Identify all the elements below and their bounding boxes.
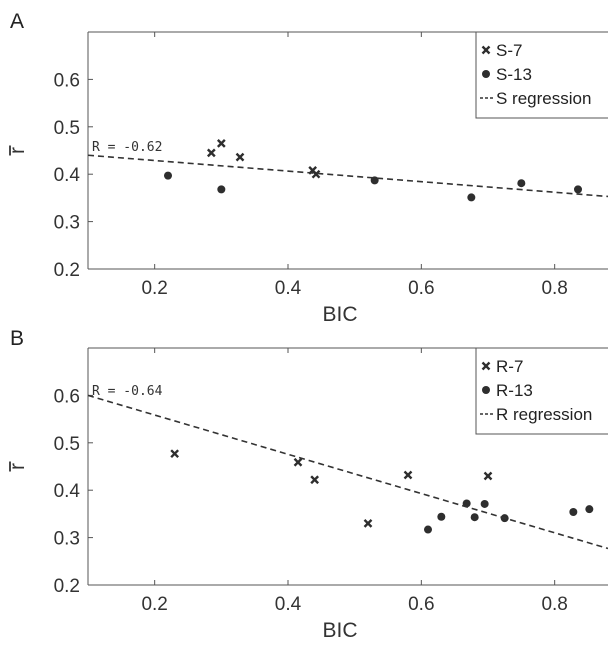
legend-marker-x-stroke xyxy=(481,45,491,55)
data-point-x xyxy=(310,475,320,485)
data-point-dot xyxy=(217,185,226,194)
data-point-x-stroke xyxy=(206,148,216,158)
y-tick-label: 0.4 xyxy=(54,481,81,502)
legend-entry-label: S regression xyxy=(496,89,591,108)
x-tick-label: 0.2 xyxy=(141,594,167,615)
data-point-x xyxy=(293,457,303,467)
data-point-x xyxy=(170,449,180,459)
regression-line xyxy=(87,154,608,198)
x-tick-label: 0.6 xyxy=(408,594,434,615)
legend-entry-label: R-13 xyxy=(496,381,533,400)
x-tick-label: 0.4 xyxy=(275,278,302,299)
data-point-x xyxy=(235,152,245,162)
data-point-x xyxy=(403,470,413,480)
x-tick-label: 0.4 xyxy=(275,594,302,615)
data-point-dot xyxy=(574,185,582,194)
y-tick-label: 0.6 xyxy=(54,70,80,91)
data-point-dot xyxy=(569,508,578,517)
legend-marker-dot xyxy=(482,386,490,394)
data-point-x xyxy=(216,139,226,148)
data-point-dot xyxy=(467,193,476,202)
legend-entry-label: R-7 xyxy=(496,357,523,376)
legend-entry-label: R regression xyxy=(496,405,592,424)
data-point-dot xyxy=(164,171,172,180)
x-axis-label: BIC xyxy=(322,303,357,326)
data-point-x-stroke xyxy=(216,139,226,148)
x-tick-label: 0.2 xyxy=(141,278,167,299)
y-tick-label: 0.3 xyxy=(54,529,80,550)
data-point-x-stroke xyxy=(293,457,303,467)
panel-label: B xyxy=(10,327,24,350)
data-point-x xyxy=(483,471,493,481)
legend-marker-x xyxy=(481,45,491,55)
y-axis-label: r xyxy=(6,463,29,470)
x-tick-label: 0.6 xyxy=(408,278,434,299)
data-point-dot xyxy=(585,505,594,514)
x-tick-label: 0.8 xyxy=(541,278,567,299)
legend-entry-label: S-7 xyxy=(496,41,522,60)
data-point-x xyxy=(206,148,216,158)
data-point-x-stroke xyxy=(483,471,493,481)
data-point-dot xyxy=(517,179,526,188)
legend-marker-x xyxy=(481,361,491,371)
data-point-dot xyxy=(480,499,489,508)
data-point-x-stroke xyxy=(311,169,321,179)
regression-line xyxy=(87,394,608,550)
data-point-x-stroke xyxy=(170,449,180,459)
data-point-x-stroke xyxy=(363,519,373,528)
legend-entry-label: S-13 xyxy=(496,65,532,84)
chart-panel-a: A 0.2 0.4 0.6 0.8 0.2 0.3 0.4 0.5 0.6 BIC r R = -0.6… xyxy=(6,10,608,326)
y-tick-label: 0.2 xyxy=(54,260,80,281)
correlation-annotation: R = -0.64 xyxy=(92,384,163,399)
panel-label: A xyxy=(10,10,24,33)
y-tick-label: 0.2 xyxy=(54,576,80,597)
legend-box xyxy=(475,31,608,119)
x-tick-label: 0.8 xyxy=(541,594,567,615)
y-tick-label: 0.6 xyxy=(54,386,80,407)
data-point-x-stroke xyxy=(310,475,320,485)
x-axis-label: BIC xyxy=(322,619,357,642)
y-tick-label: 0.4 xyxy=(54,165,81,186)
data-point-x-stroke xyxy=(403,470,413,480)
y-tick-label: 0.5 xyxy=(54,434,80,455)
chart-panel-b: B 0.2 0.4 0.6 0.8 0.2 0.3 0.4 0.5 0.6 BIC r R = -0.6… xyxy=(6,327,608,642)
legend-marker-dot xyxy=(482,70,490,78)
legend-marker-x-stroke xyxy=(481,361,491,371)
data-point-dot xyxy=(437,512,446,521)
correlation-annotation: R = -0.62 xyxy=(92,140,162,155)
data-point-x xyxy=(311,169,321,179)
data-point-x-stroke xyxy=(235,152,245,162)
y-tick-label: 0.5 xyxy=(54,118,80,139)
y-tick-label: 0.3 xyxy=(54,213,80,234)
legend-box xyxy=(475,347,608,435)
y-axis-label: r xyxy=(6,147,29,154)
data-point-x xyxy=(363,519,373,528)
data-point-dot xyxy=(424,525,432,534)
data-point-dot xyxy=(470,513,479,522)
